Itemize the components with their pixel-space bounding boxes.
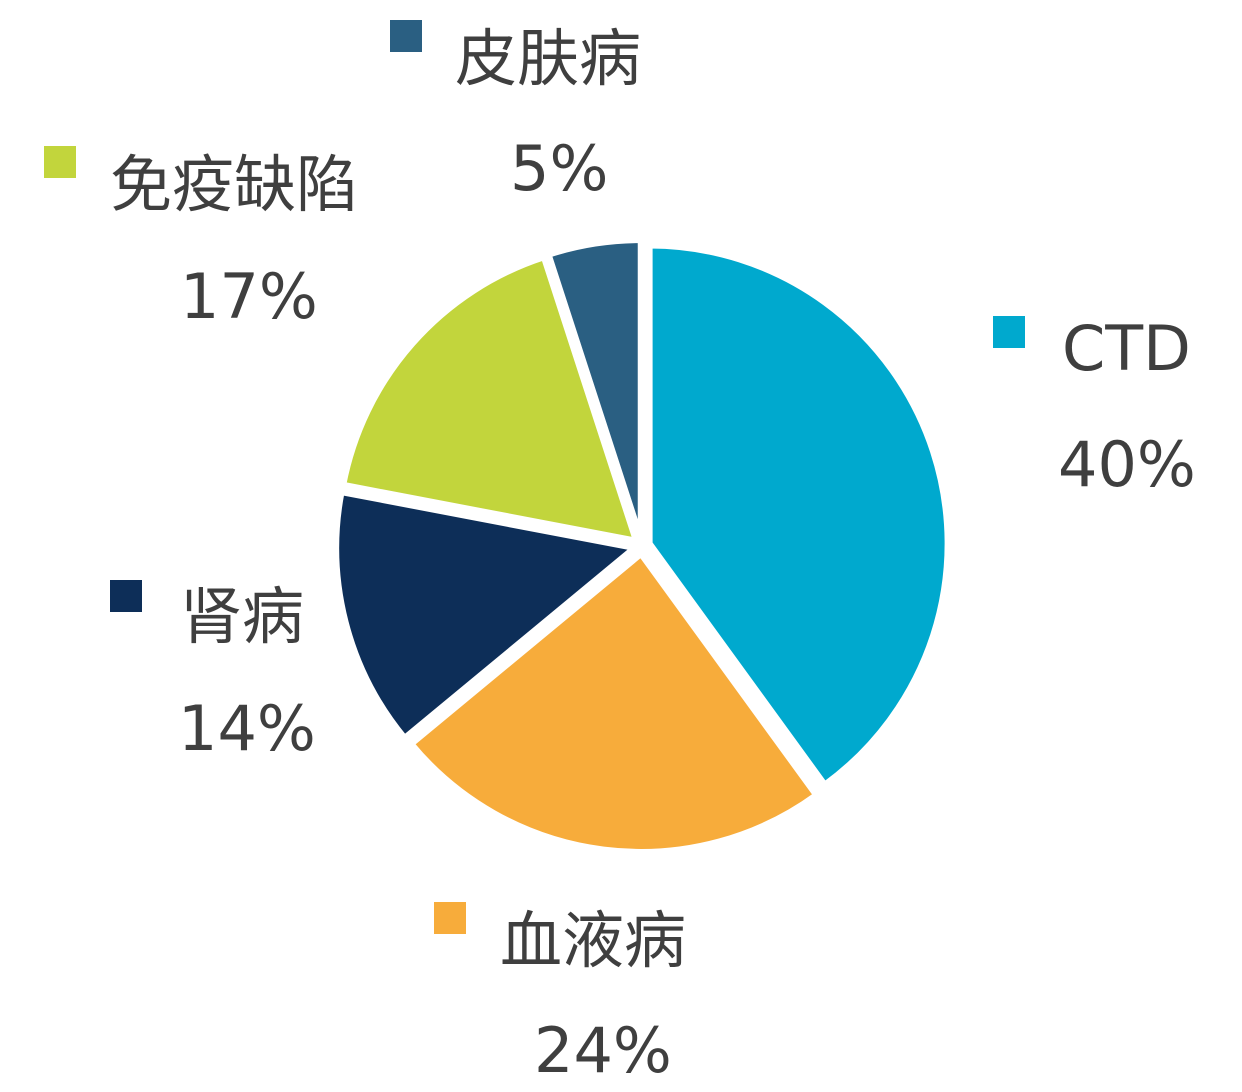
category-label-3: 免疫缺陷 — [110, 148, 358, 221]
pie-slice-4 — [545, 237, 644, 542]
pie-slice-1 — [408, 550, 820, 855]
pie-slice-3 — [340, 254, 639, 544]
category-label-0: CTD — [1062, 312, 1191, 385]
legend-swatch-4 — [390, 20, 422, 52]
percent-label-4: 5% — [510, 132, 608, 205]
pie-labels: CTD 40% 血液病 24% 肾病 14% 免疫缺陷 17% 皮肤病 5% — [44, 20, 1196, 1087]
pie-slice-2 — [333, 489, 638, 741]
category-label-2: 肾病 — [180, 580, 304, 653]
pie-slice-0 — [646, 242, 951, 788]
legend-swatch-1 — [434, 902, 466, 934]
pie-slices — [333, 237, 951, 855]
percent-label-0: 40% — [1058, 428, 1196, 501]
legend-swatch-2 — [110, 580, 142, 612]
legend-swatch-0 — [993, 316, 1025, 348]
category-label-1: 血液病 — [500, 904, 686, 977]
legend-swatch-3 — [44, 146, 76, 178]
percent-label-2: 14% — [178, 692, 316, 765]
category-label-4: 皮肤病 — [455, 22, 641, 95]
percent-label-1: 24% — [534, 1014, 672, 1087]
percent-label-3: 17% — [180, 260, 318, 333]
